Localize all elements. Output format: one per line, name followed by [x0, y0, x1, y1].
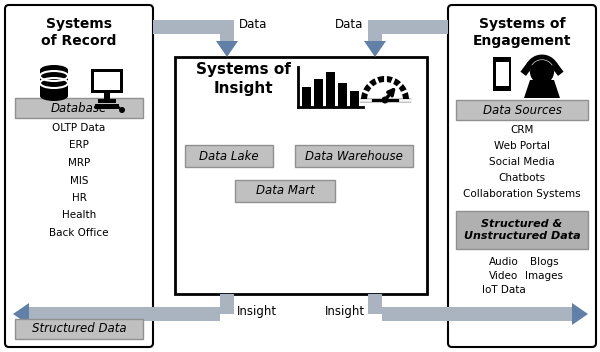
Text: Data Lake: Data Lake	[199, 150, 259, 163]
Bar	[235, 180, 335, 202]
Bar	[15, 98, 143, 118]
Text: Systems of
Insight: Systems of Insight	[196, 62, 290, 96]
Text: CRM: CRM	[511, 125, 533, 135]
Bar	[40, 70, 68, 96]
Polygon shape	[364, 41, 386, 57]
Text: Video: Video	[490, 271, 518, 281]
Text: Social Media: Social Media	[489, 157, 555, 167]
Bar	[368, 20, 448, 34]
Text: Data Mart: Data Mart	[256, 184, 314, 197]
Text: Audio: Audio	[489, 257, 519, 267]
FancyBboxPatch shape	[5, 5, 153, 347]
Text: Data Warehouse: Data Warehouse	[305, 150, 403, 163]
Bar	[98, 99, 116, 103]
Circle shape	[382, 96, 389, 103]
Text: Insight: Insight	[237, 306, 277, 319]
Polygon shape	[524, 80, 560, 98]
Text: ERP: ERP	[69, 140, 89, 151]
Text: Web Portal: Web Portal	[494, 141, 550, 151]
Ellipse shape	[40, 65, 68, 75]
Bar	[496, 62, 509, 86]
Bar	[456, 100, 588, 120]
Bar	[498, 59, 506, 62]
Text: Collaboration Systems: Collaboration Systems	[463, 189, 581, 199]
Bar	[104, 92, 110, 100]
Text: Health: Health	[62, 210, 96, 220]
Polygon shape	[13, 303, 29, 325]
Circle shape	[119, 107, 125, 113]
Text: Database: Database	[51, 101, 107, 114]
Bar	[337, 83, 347, 107]
Bar	[456, 211, 588, 249]
Circle shape	[530, 60, 554, 84]
Text: MIS: MIS	[70, 176, 88, 186]
Text: Data: Data	[239, 19, 268, 31]
Bar	[15, 319, 143, 339]
Text: HR: HR	[71, 193, 86, 203]
Bar	[314, 79, 323, 107]
Polygon shape	[572, 303, 588, 325]
Bar	[95, 104, 119, 109]
Bar	[349, 91, 359, 107]
Text: Structured Data: Structured Data	[32, 322, 127, 335]
Ellipse shape	[40, 91, 68, 101]
Bar	[325, 72, 335, 107]
Text: MRP: MRP	[68, 158, 90, 168]
Bar	[368, 294, 382, 314]
Text: OLTP Data: OLTP Data	[52, 123, 106, 133]
Text: Insight: Insight	[325, 306, 365, 319]
Bar	[29, 307, 220, 321]
Text: Chatbots: Chatbots	[499, 173, 545, 183]
Polygon shape	[216, 41, 238, 57]
FancyBboxPatch shape	[448, 5, 596, 347]
Text: Structured &
Unstructured Data: Structured & Unstructured Data	[464, 219, 580, 241]
Text: Blogs: Blogs	[530, 257, 559, 267]
Bar	[493, 57, 511, 91]
Text: Data Sources: Data Sources	[482, 103, 562, 117]
Bar	[220, 20, 234, 41]
Bar	[382, 307, 572, 321]
Bar	[302, 87, 311, 107]
Bar	[153, 20, 234, 34]
Text: Images: Images	[525, 271, 563, 281]
Text: Systems
of Record: Systems of Record	[41, 17, 116, 48]
Bar	[94, 72, 120, 90]
Bar	[220, 294, 234, 314]
Text: Back Office: Back Office	[49, 228, 109, 238]
Bar	[185, 145, 273, 167]
Polygon shape	[361, 76, 409, 100]
Bar	[91, 69, 123, 93]
Text: Data: Data	[335, 19, 363, 31]
Bar	[295, 145, 413, 167]
Text: Systems of
Engagement: Systems of Engagement	[473, 17, 571, 48]
Bar	[368, 20, 382, 41]
Bar	[175, 57, 427, 294]
Text: IoT Data: IoT Data	[482, 285, 526, 295]
